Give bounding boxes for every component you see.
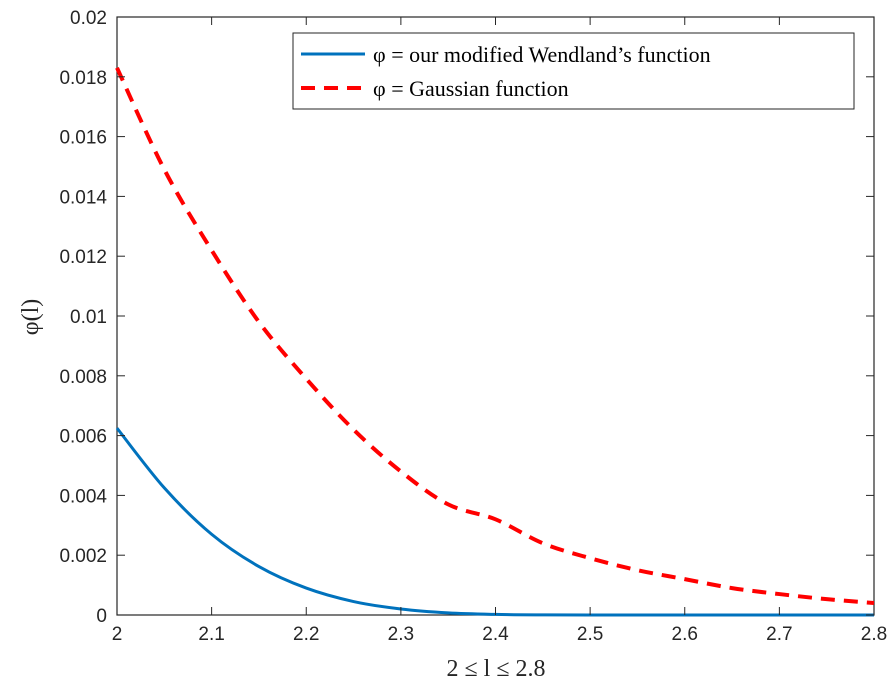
y-axis-title: φ(l): [18, 299, 44, 336]
x-tick-label: 2.1: [198, 624, 224, 645]
legend-entry-1: φ = our modified Wendland’s function: [373, 42, 711, 67]
x-axis-title: 2 ≤ l ≤ 2.8: [446, 656, 545, 682]
y-tick-label: 0.006: [59, 427, 107, 448]
x-tick-label: 2.2: [293, 624, 319, 645]
legend: φ = our modified Wendland’s function φ = …: [292, 32, 855, 110]
legend-entry-2: φ = Gaussian function: [373, 76, 569, 101]
x-tick-label: 2.8: [861, 624, 887, 645]
legend-box: [292, 32, 855, 110]
x-tick-label: 2.6: [672, 624, 698, 645]
y-tick-label: 0: [96, 606, 107, 627]
plot-frame: [116, 16, 875, 616]
y-tick-label: 0.014: [59, 187, 107, 208]
series-line-2: [115, 66, 875, 606]
y-tick-label: 0.004: [59, 486, 107, 507]
plot-area-border: [116, 16, 875, 616]
y-tick-label: 0.016: [59, 128, 107, 149]
x-tick-label: 2.7: [766, 624, 792, 645]
x-tick-label: 2.5: [577, 624, 603, 645]
x-tick-label: 2.3: [388, 624, 414, 645]
x-tick-label: 2: [112, 624, 123, 645]
x-axis: 2 2.1 2.2 2.3 2.4 2.5 2.6 2.7 2.8: [112, 17, 887, 645]
y-tick-label: 0.02: [70, 8, 107, 29]
y-tick-label: 0.012: [59, 247, 107, 268]
y-tick-label: 0.018: [59, 68, 107, 89]
x-tick-label: 2.4: [482, 624, 509, 645]
y-axis: 0 0.002 0.004 0.006 0.008 0.01 0.012 0.014 0.016…: [59, 8, 874, 627]
y-tick-label: 0.002: [59, 546, 107, 567]
y-tick-label: 0.01: [70, 307, 107, 328]
y-tick-label: 0.008: [59, 367, 107, 388]
